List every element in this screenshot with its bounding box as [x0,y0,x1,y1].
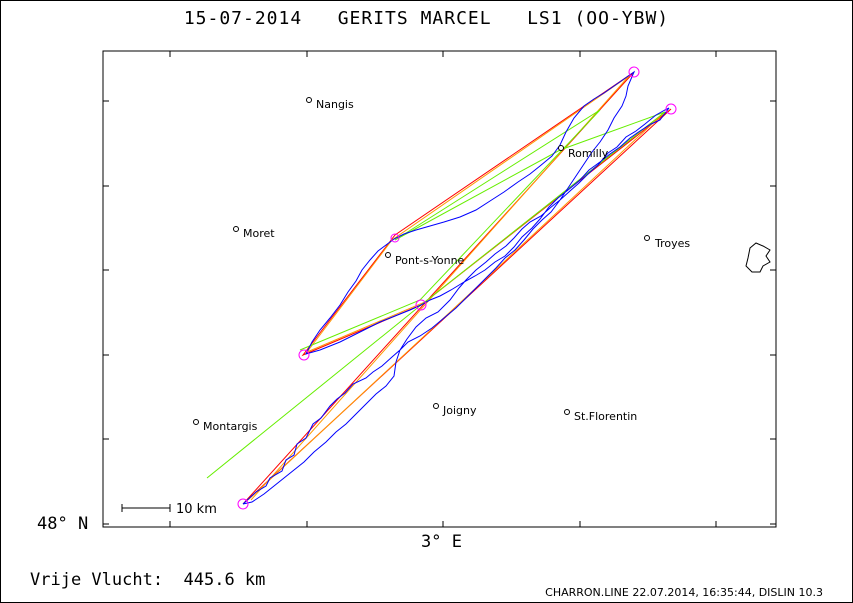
turnpoint-2 [415,299,427,311]
city-troyes: Troyes [644,235,690,250]
city-label: Troyes [654,237,690,250]
latitude-label: 48° N [37,514,89,534]
lake-outline [745,242,771,273]
leg-green [206,109,666,479]
city-pont-s-yonne: Pont-s-Yonne [385,252,465,267]
city-nangis: Nangis [306,97,354,111]
turnpoint-1 [665,103,677,115]
city-montargis: Montargis [193,419,258,433]
turnpoints [237,66,677,510]
city-st-florentin: St.Florentin [564,409,637,423]
turnpoint-start [237,498,249,510]
flight-track [242,70,670,505]
city-label: Moret [243,227,275,240]
longitude-label: 3° E [421,532,462,552]
leg-orange [247,75,666,501]
city-romilly: Romilly [558,145,609,160]
free-flight-distance: Vrije Vlucht: 445.6 km [30,570,266,590]
city-label: Romilly [568,147,609,160]
turnpoint-3 [298,349,310,361]
cities: Nangis Romilly Moret Troyes Pont-s-Yonne… [193,97,690,433]
scale-bar-label: 10 km [176,502,217,517]
city-label: Nangis [316,98,354,111]
city-label: Montargis [203,420,258,433]
city-moret: Moret [233,226,275,240]
scale-bar [121,504,171,512]
flight-title: 15-07-2014 GERITS MARCEL LS1 (OO-YBW) [183,8,670,29]
task-legs [206,71,672,505]
city-joigny: Joigny [433,403,477,417]
city-label: Pont-s-Yonne [395,254,465,267]
turnpoint-4 [390,233,400,243]
city-label: St.Florentin [574,410,637,423]
city-label: Joigny [442,404,477,417]
leg-red [242,71,672,505]
footer-info: CHARRON.LINE 22.07.2014, 16:35:44, DISLI… [545,586,823,599]
axis-ticks [103,51,776,527]
turnpoint-5 [628,66,640,78]
plot-area [102,50,777,528]
